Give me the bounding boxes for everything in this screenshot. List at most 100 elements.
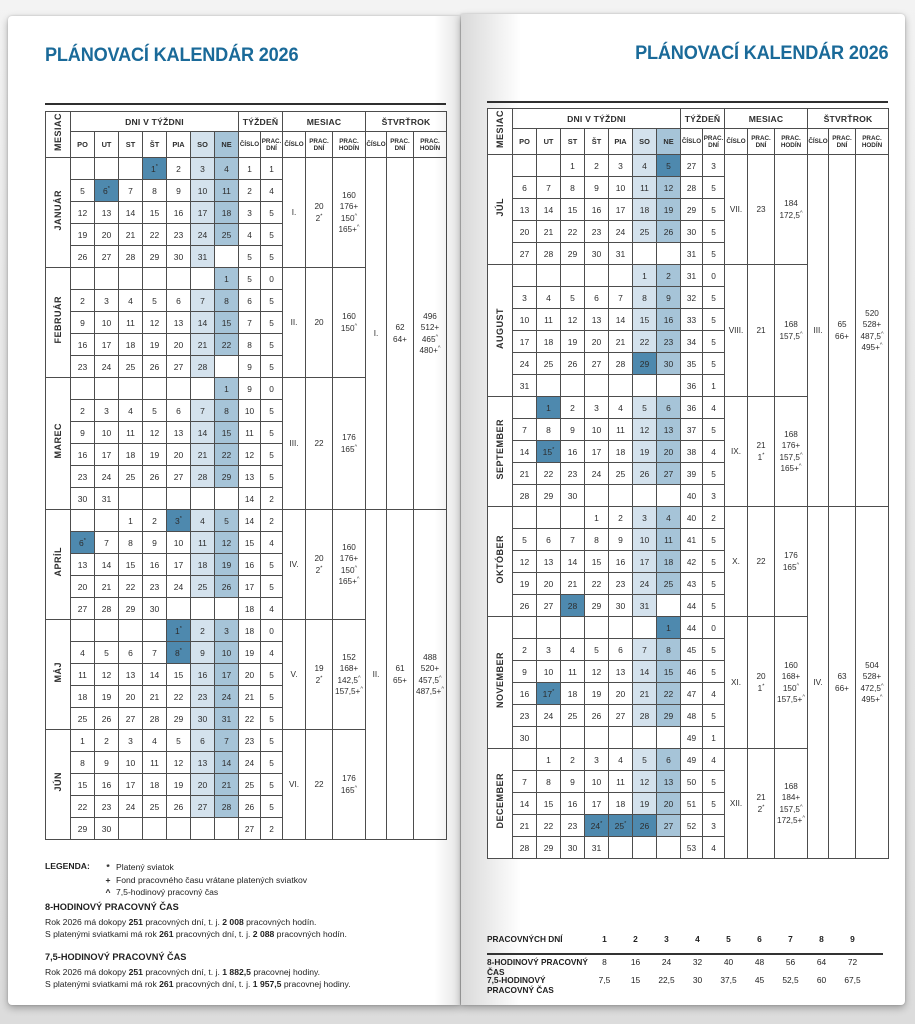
page-title: PLÁNOVACÍ KALENDÁR 2026 (45, 44, 299, 66)
day-cell: 5 (512, 528, 537, 551)
day-cell (118, 817, 143, 840)
work-time-line: S platenými sviatkami má rok 261 pracovn… (45, 929, 347, 939)
week-working-days: 5 (260, 223, 283, 246)
day-cell: 17 (214, 663, 239, 686)
day-cell: 21 (118, 223, 143, 246)
day-cell: 16 (584, 198, 609, 221)
day-cell (656, 836, 681, 859)
day-cell: 9 (560, 418, 585, 441)
week-number: 9 (238, 355, 261, 378)
week-number: 33 (680, 308, 703, 331)
day-cell: 2 (608, 506, 633, 529)
day-cell: 18 (70, 685, 95, 708)
mesiac-vertical-header: MESIAC (487, 108, 513, 155)
quarter-number: II. (365, 509, 387, 840)
day-cell: 2 (142, 509, 167, 532)
month-working-hours: 160 168+ 150^ 157,5+^ (774, 616, 808, 749)
week-working-days: 0 (260, 267, 283, 290)
day-cell: 7 (214, 729, 239, 752)
day-cell: 1 (632, 264, 657, 287)
day-cell: 28 (560, 594, 585, 617)
day-cell: 11 (118, 311, 143, 334)
week-working-days: 5 (702, 638, 725, 661)
mesiac-group-header: MESIAC (282, 111, 366, 132)
day-cell: 24 (118, 795, 143, 818)
day-cell: 6 (536, 528, 561, 551)
day-cell: 2 (560, 396, 585, 419)
week-row: 11 12 13 14 15 16 17 20 5 (46, 663, 447, 686)
day-cell: 8 (560, 176, 585, 199)
day-cell: 13 (190, 751, 215, 774)
day-cell: 7 (94, 531, 119, 554)
day-cell: 5 (560, 286, 585, 309)
mesiac-vertical-header: MESIAC (45, 111, 71, 158)
sub-header: PRAC. DNÍ (305, 131, 333, 158)
legend-symbol: + (105, 874, 111, 885)
day-cell (70, 619, 95, 642)
day-cell: 4 (118, 399, 143, 422)
week-row: 20 21 22 23 24 25 26 17 5 (46, 575, 447, 598)
day-cell: 29 (584, 594, 609, 617)
day-cell: 14 (632, 660, 657, 683)
day-cell: 17 (632, 550, 657, 573)
day-cell: 2 (560, 748, 585, 771)
day-cell: 3 (584, 396, 609, 419)
week-number: 40 (680, 506, 703, 529)
day-cell: 12 (512, 550, 537, 573)
working-days-value: 9 (850, 934, 855, 944)
day-cell: 22 (214, 443, 239, 466)
day-cell: 11 (656, 528, 681, 551)
day-cell: 22 (166, 685, 191, 708)
week-row: NOVEMBER 1 44 0 XI. 20 1* 160 168+ 150^ 157,5+^ (487, 616, 889, 749)
day-cell (166, 267, 191, 290)
day-cell: 8 (536, 418, 561, 441)
day-cell: 6 (608, 638, 633, 661)
week-number: 9 (238, 377, 261, 400)
dni-v-tyzdni-header: DNI V TÝŽDNI (70, 111, 239, 132)
day-cell: 19 (584, 682, 609, 705)
week-number: 28 (680, 176, 703, 199)
day-cell: 15 (166, 663, 191, 686)
day-cell: 4 (560, 638, 585, 661)
day-cell: 14 (118, 201, 143, 224)
day-cell: 17 (190, 201, 215, 224)
week-row: SEPTEMBER 1 2 3 4 5 6 36 4 IX. 21 1* 168 176+ 157,5^ 16… (487, 396, 889, 507)
sub-header: PRAC. HODÍN (855, 128, 889, 155)
day-cell: 16 (190, 663, 215, 686)
day-cell: 21 (632, 682, 657, 705)
work-time-line: Rok 2026 má dokopy 251 pracovných dní, t… (45, 917, 317, 927)
day-cell: 12 (632, 418, 657, 441)
day-cell: 19 (142, 333, 167, 356)
day-cell: 28 (214, 795, 239, 818)
day-cell: 6* (94, 179, 119, 202)
day-cell: 14 (190, 421, 215, 444)
day-cell: 4 (142, 729, 167, 752)
day-cell: 17 (166, 553, 191, 576)
week-number: 40 (680, 484, 703, 507)
day-cell: 25 (142, 795, 167, 818)
day-cell (512, 154, 537, 177)
month-working-hours: 168 176+ 157,5^ 165+^ (774, 396, 808, 507)
work-time-title: 8-HODINOVÝ PRACOVNÝ ČAS (45, 902, 179, 912)
week-row: 6 7 8 9 10 11 12 28 5 (488, 176, 889, 199)
day-of-week-header: PO (70, 131, 95, 158)
day-cell: 29 (536, 484, 561, 507)
day-cell (118, 487, 143, 510)
day-cell: 30 (560, 484, 585, 507)
day-cell: 17 (608, 198, 633, 221)
week-number: 23 (238, 729, 261, 752)
day-cell: 18 (190, 553, 215, 576)
day-cell: 30 (560, 836, 585, 859)
day-cell (118, 157, 143, 180)
day-cell: 17 (94, 333, 119, 356)
day-cell: 18 (214, 201, 239, 224)
day-cell: 26 (94, 707, 119, 730)
week-working-days: 4 (702, 836, 725, 859)
week-number: 11 (238, 421, 261, 444)
week-working-days: 1 (260, 157, 283, 180)
week-number: 18 (238, 597, 261, 620)
day-cell (536, 726, 561, 749)
day-cell (118, 377, 143, 400)
week-working-days: 5 (260, 289, 283, 312)
week-number: 42 (680, 550, 703, 573)
